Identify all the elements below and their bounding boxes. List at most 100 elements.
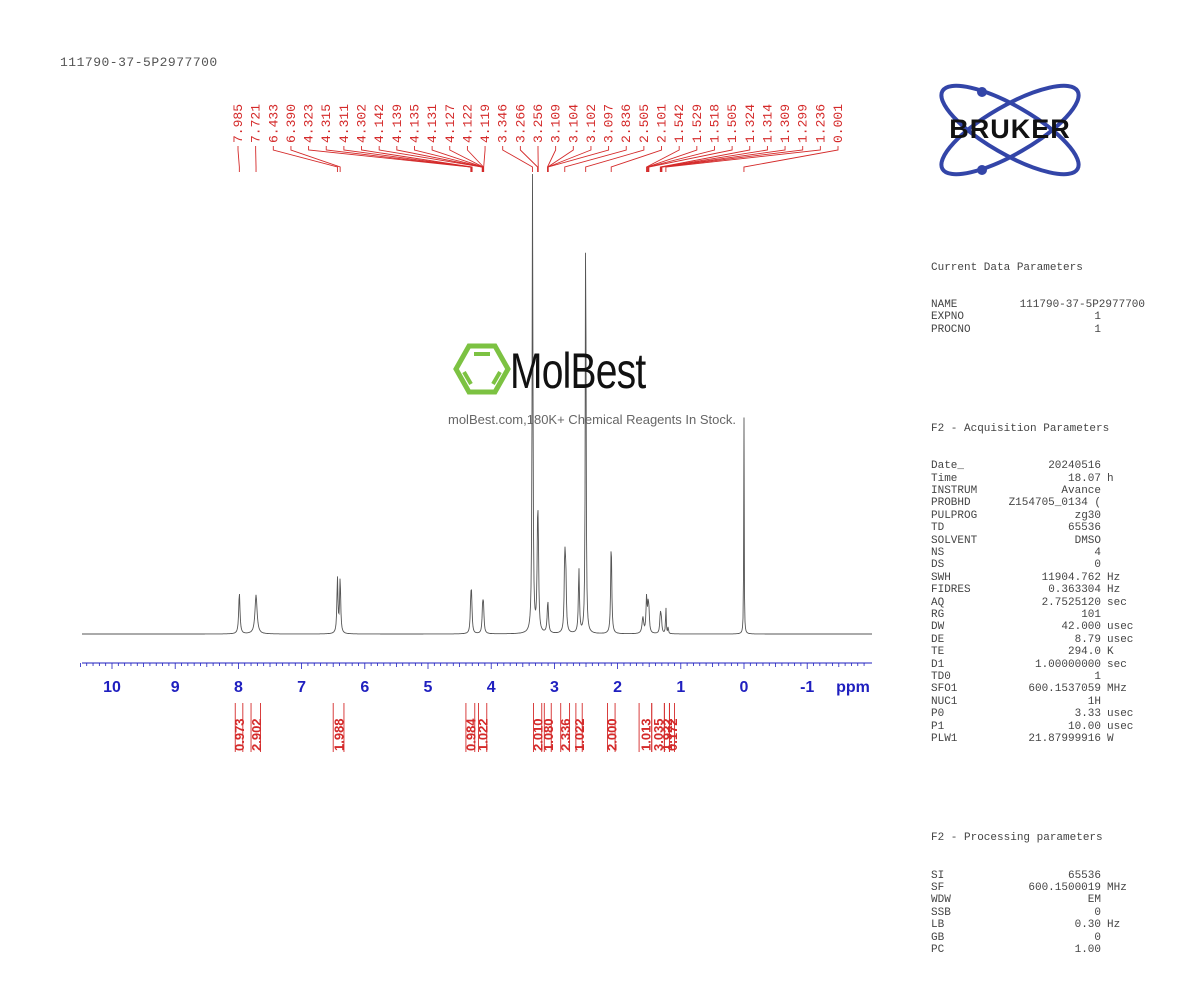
peak-label: 7.985 xyxy=(231,104,246,143)
param-unit xyxy=(1101,907,1147,919)
param-unit xyxy=(1101,671,1147,683)
param-row: DE 8.79 usec xyxy=(931,634,1190,646)
param-unit: h xyxy=(1107,472,1114,485)
peak-label: 4.315 xyxy=(319,104,334,143)
peak-label: 1.309 xyxy=(778,104,793,143)
param-unit: usec xyxy=(1107,720,1134,733)
param-key: NAME xyxy=(931,298,958,311)
param-row: SI 65536 xyxy=(931,870,1190,882)
axis-tick-label: 3 xyxy=(550,679,559,696)
peak-label: 4.142 xyxy=(372,104,387,143)
peak-label: 1.236 xyxy=(813,104,828,143)
peak-label: 3.346 xyxy=(496,104,511,143)
peak-label: 2.101 xyxy=(655,104,670,143)
peak-label: 3.102 xyxy=(584,104,599,143)
axis-tick-label: 4 xyxy=(487,679,496,696)
sample-name: 111790-37-5P2977700 xyxy=(60,55,218,70)
param-key: WDW xyxy=(931,894,951,907)
param-row: GB 0 xyxy=(931,932,1190,944)
peak-label: 6.433 xyxy=(266,104,281,143)
current-data-parameters: Current Data Parameters NAME 111790-37-5P… xyxy=(931,237,1190,361)
param-row: SF 600.1500019 MHz xyxy=(931,882,1190,894)
axis-tick-label: 0 xyxy=(740,679,749,696)
param-key: DS xyxy=(931,559,945,572)
spectrum-trace xyxy=(82,173,872,635)
param-key: PULPROG xyxy=(931,509,978,522)
param-key: PROBHD xyxy=(931,497,971,510)
param-unit xyxy=(1101,324,1147,336)
param-unit: sec xyxy=(1107,596,1127,609)
param-value: 20240516 xyxy=(1048,460,1101,473)
param-value: 21.87999916 xyxy=(1028,733,1101,746)
integral-value: 1.922 xyxy=(660,718,675,751)
param-key: PC xyxy=(931,943,945,956)
peak-label: 2.836 xyxy=(619,104,634,143)
peak-label: 1.324 xyxy=(743,104,758,143)
peak-label: 3.256 xyxy=(531,104,546,143)
axis-tick-label: 5 xyxy=(424,679,433,696)
peak-label: 1.505 xyxy=(725,104,740,143)
param-key: RG xyxy=(931,608,945,621)
param-value: 0.363304 xyxy=(1048,584,1101,597)
param-unit: usec xyxy=(1107,633,1134,646)
param-key: NS xyxy=(931,546,945,559)
peak-label: 4.119 xyxy=(478,104,493,143)
integral-value: 1.022 xyxy=(572,718,587,751)
param-row: D1 1.00000000 sec xyxy=(931,659,1190,671)
section-title: Current Data Parameters xyxy=(931,261,1083,274)
param-value: 0 xyxy=(1094,906,1101,919)
param-row: TD0 1 xyxy=(931,671,1190,683)
param-value: 600.1500019 xyxy=(1028,881,1101,894)
param-key: Time xyxy=(931,472,958,485)
param-value: 10.00 xyxy=(1067,720,1101,733)
param-unit: Hz xyxy=(1107,584,1121,597)
param-value: 0 xyxy=(1094,931,1101,944)
param-unit: K xyxy=(1107,646,1114,659)
bruker-logo: BRUKER xyxy=(920,82,1100,182)
param-key: GB xyxy=(931,931,945,944)
peak-label: 4.311 xyxy=(337,104,352,143)
param-row: P0 3.33 usec xyxy=(931,708,1190,720)
param-value: 4 xyxy=(1094,546,1101,559)
integral-value: 2.902 xyxy=(249,718,264,751)
param-row: Time 18.07 h xyxy=(931,473,1190,485)
integral-value: 0.984 xyxy=(463,718,478,751)
param-unit xyxy=(1101,460,1147,472)
peak-label: 0.001 xyxy=(831,104,846,143)
peak-label: 7.721 xyxy=(249,104,264,143)
param-value: Avance xyxy=(1061,484,1101,497)
param-row: NAME 111790-37-5P2977700 xyxy=(931,299,1190,311)
param-unit xyxy=(1101,894,1147,906)
param-key: SWH xyxy=(931,571,951,584)
peak-label: 6.390 xyxy=(284,104,299,143)
axis-tick-label: 6 xyxy=(360,679,369,696)
param-key: SI xyxy=(931,869,945,882)
param-value: 111790-37-5P2977700 xyxy=(1019,298,1145,311)
param-value: Z154705_0134 ( xyxy=(1008,497,1101,510)
param-key: PROCNO xyxy=(931,323,971,336)
integral-value: 2.336 xyxy=(558,718,573,751)
param-unit xyxy=(1101,497,1147,509)
param-unit xyxy=(1101,559,1147,571)
param-value: 8.79 xyxy=(1074,633,1101,646)
peak-label: 1.314 xyxy=(760,104,775,143)
peak-label: 4.135 xyxy=(407,104,422,143)
param-value: 1.00000000 xyxy=(1034,658,1101,671)
param-unit xyxy=(1101,696,1147,708)
param-value: EM xyxy=(1087,894,1101,907)
peak-label: 3.266 xyxy=(513,104,528,143)
param-row: SWH 11904.762 Hz xyxy=(931,572,1190,584)
param-value: 1.00 xyxy=(1074,943,1101,956)
param-unit xyxy=(1101,535,1147,547)
axis-tick-label: 7 xyxy=(297,679,306,696)
param-value: 600.1537059 xyxy=(1028,683,1101,696)
axis-tick-label: 2 xyxy=(613,679,622,696)
param-unit xyxy=(1101,944,1147,956)
param-unit: usec xyxy=(1107,708,1134,721)
param-row: PLW1 21.87999916 W xyxy=(931,733,1190,745)
param-value: 3.33 xyxy=(1074,708,1101,721)
param-row: WDW EM xyxy=(931,894,1190,906)
param-value: 1 xyxy=(1094,311,1101,324)
peak-leader-lines xyxy=(237,146,839,172)
